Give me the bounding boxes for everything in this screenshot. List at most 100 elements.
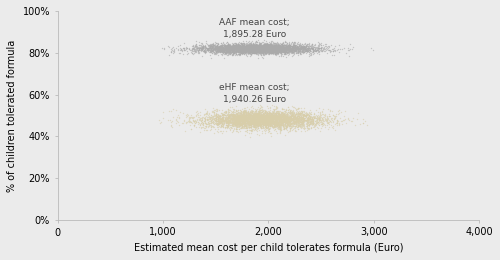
Point xyxy=(258,48,266,52)
Point xyxy=(236,115,244,119)
Point xyxy=(239,44,247,48)
Point xyxy=(281,47,289,51)
Point xyxy=(252,120,260,125)
Point xyxy=(258,114,266,119)
Point xyxy=(255,45,263,49)
Point xyxy=(289,108,297,112)
Point xyxy=(282,42,290,46)
Point xyxy=(230,47,238,51)
Point xyxy=(256,123,264,127)
Point xyxy=(230,45,238,49)
Point xyxy=(264,116,272,120)
Point xyxy=(206,46,214,50)
Point xyxy=(238,48,246,52)
Point xyxy=(246,47,254,51)
Point xyxy=(238,119,246,123)
Point xyxy=(264,121,272,125)
Point xyxy=(228,117,235,121)
Point xyxy=(240,45,248,49)
Point xyxy=(267,121,275,126)
Point xyxy=(238,48,246,52)
Point xyxy=(259,46,267,50)
Point xyxy=(308,119,316,124)
Point xyxy=(316,110,324,114)
Point xyxy=(226,121,234,125)
Point xyxy=(208,45,216,49)
Point xyxy=(230,50,237,55)
Point xyxy=(236,47,244,51)
Point xyxy=(265,47,273,51)
Point xyxy=(272,114,280,119)
Point xyxy=(272,116,280,120)
Point xyxy=(242,47,250,51)
Point xyxy=(244,128,252,132)
Point xyxy=(280,49,288,53)
Point xyxy=(272,47,280,51)
Point xyxy=(250,117,258,121)
Point xyxy=(291,48,299,52)
Point xyxy=(226,45,234,49)
Point xyxy=(288,50,296,54)
Point xyxy=(237,48,245,52)
Text: eHF mean cost;
1,940.26 Euro: eHF mean cost; 1,940.26 Euro xyxy=(220,83,290,104)
Point xyxy=(252,51,260,55)
Point xyxy=(269,113,277,117)
Point xyxy=(232,42,240,47)
Point xyxy=(242,51,250,55)
Point xyxy=(250,47,258,51)
Point xyxy=(276,49,284,53)
Point xyxy=(170,49,177,54)
Point xyxy=(271,46,279,50)
Point xyxy=(168,119,176,124)
Point xyxy=(232,44,240,48)
Point xyxy=(221,51,229,55)
Point xyxy=(279,47,287,51)
Point xyxy=(220,119,228,123)
Point xyxy=(197,49,205,53)
Point xyxy=(256,115,264,119)
Point xyxy=(252,110,260,114)
Point xyxy=(216,47,224,51)
Point xyxy=(294,46,302,50)
Point xyxy=(260,46,268,50)
Point xyxy=(278,49,286,53)
Point xyxy=(291,48,299,52)
Point xyxy=(261,116,269,120)
Point xyxy=(253,121,261,125)
Point xyxy=(244,43,252,48)
Point xyxy=(230,120,237,125)
Point xyxy=(278,48,286,52)
Point xyxy=(244,116,252,120)
Point xyxy=(198,122,206,127)
Point xyxy=(239,118,247,122)
Point xyxy=(251,125,259,129)
Point xyxy=(258,119,266,124)
Point xyxy=(257,48,265,52)
Point xyxy=(300,116,308,120)
Point xyxy=(272,44,280,48)
Point xyxy=(340,117,348,121)
Point xyxy=(282,49,290,54)
Point xyxy=(259,108,267,112)
Point xyxy=(300,46,308,50)
Point xyxy=(188,116,196,120)
Point xyxy=(274,43,281,47)
Point xyxy=(234,119,242,124)
Point xyxy=(263,48,271,53)
Point xyxy=(270,48,278,52)
Point xyxy=(262,48,270,52)
Point xyxy=(286,48,294,53)
Point xyxy=(213,121,221,125)
Point xyxy=(260,116,268,120)
Point xyxy=(176,110,184,114)
Point xyxy=(250,51,258,55)
Point xyxy=(254,116,262,120)
Point xyxy=(223,120,231,124)
Point xyxy=(214,118,222,122)
Point xyxy=(231,45,239,49)
Point xyxy=(290,115,298,119)
Point xyxy=(242,48,250,52)
Point xyxy=(246,46,254,50)
Point xyxy=(284,47,292,51)
Point xyxy=(240,47,248,51)
